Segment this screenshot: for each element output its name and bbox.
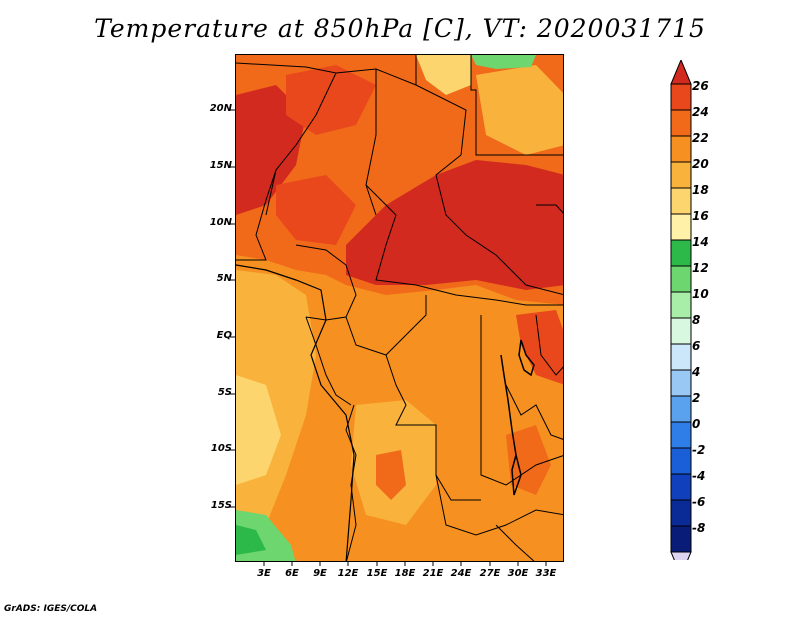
lat-label-5s: 5S — [217, 387, 232, 398]
colorbar-label: 0 — [692, 417, 701, 431]
colorbar-segment — [670, 291, 692, 319]
colorbar-segment — [670, 317, 692, 345]
colorbar-segment — [670, 343, 692, 371]
colorbar-segment — [670, 473, 692, 501]
colorbar-segment — [670, 161, 692, 189]
colorbar-segment — [670, 187, 692, 215]
colorbar-label: 6 — [692, 339, 701, 353]
hot-core-west — [236, 85, 306, 215]
colorbar-segment — [670, 499, 692, 527]
colorbar-segment — [670, 239, 692, 267]
green-patch-ne — [471, 55, 536, 69]
colorbar-label: 14 — [692, 235, 709, 249]
cool-patch-north — [416, 55, 471, 95]
lon-label-9e: 9E — [313, 568, 327, 579]
hot-patch-east — [516, 310, 563, 385]
lat-label-10s: 10S — [210, 443, 232, 454]
colorbar-segment — [670, 213, 692, 241]
lat-label-20n: 20N — [209, 103, 232, 114]
colorbar-label: 26 — [692, 79, 709, 93]
hot-patch-north — [286, 65, 376, 135]
lat-label-eq: EQ — [216, 330, 232, 341]
colorbar-segment — [670, 395, 692, 423]
lon-label-27e: 27E — [479, 568, 501, 579]
colorbar-over-arrow — [670, 60, 692, 85]
lat-ticks — [229, 109, 235, 508]
colorbar-segment — [670, 83, 692, 111]
colorbar-segment — [670, 265, 692, 293]
colorbar-label: -4 — [692, 469, 706, 483]
colorbar — [670, 60, 692, 560]
hot-core-central — [346, 160, 563, 290]
colorbar-label: 10 — [692, 287, 709, 301]
colorbar-label: 24 — [692, 105, 709, 119]
country-boundaries — [236, 55, 563, 561]
temperature-field — [236, 55, 563, 561]
colorbar-under-arrow — [670, 551, 692, 560]
cool-patch-ne — [476, 65, 563, 155]
colorbar-segment — [670, 109, 692, 137]
lon-ticks — [263, 561, 547, 566]
colorbar-label: 20 — [692, 157, 709, 171]
hot-patch-sahel — [276, 175, 356, 245]
lat-label-15n: 15N — [209, 160, 232, 171]
colorbar-segment — [670, 447, 692, 475]
lon-label-12e: 12E — [337, 568, 359, 579]
lon-label-24e: 24E — [450, 568, 472, 579]
colorbar-label: 16 — [692, 209, 709, 223]
colorbar-label: 22 — [692, 131, 709, 145]
lat-label-15s: 15S — [210, 500, 232, 511]
colorbar-label: 8 — [692, 313, 701, 327]
warm-spot-south — [376, 450, 406, 500]
colorbar-label: -8 — [692, 521, 706, 535]
colorbar-label: -6 — [692, 495, 706, 509]
temperature-map-panel — [235, 54, 564, 562]
green-patch-sw-dark — [236, 525, 266, 555]
cooler-ocean-sw — [236, 375, 281, 485]
coastline-west — [236, 264, 355, 561]
grads-credit: GrADS: IGES/COLA — [4, 604, 98, 614]
colorbar-label: 4 — [692, 365, 701, 379]
map-title: Temperature at 850hPa [C], VT: 202003171… — [94, 14, 706, 43]
colorbar-segment — [670, 421, 692, 449]
lon-label-15e: 15E — [366, 568, 388, 579]
colorbar-label: 12 — [692, 261, 709, 275]
colorbar-segment — [670, 135, 692, 163]
lakes — [500, 339, 535, 496]
colorbar-segment — [670, 369, 692, 397]
lon-label-18e: 18E — [394, 568, 416, 579]
colorbar-label: -2 — [692, 443, 706, 457]
lon-label-33e: 33E — [535, 568, 557, 579]
colorbar-segment — [670, 525, 692, 553]
lat-label-10n: 10N — [209, 217, 232, 228]
lon-label-6e: 6E — [285, 568, 299, 579]
lon-label-3e: 3E — [257, 568, 271, 579]
colorbar-label: 18 — [692, 183, 709, 197]
lon-label-21e: 21E — [422, 568, 444, 579]
lat-label-5n: 5N — [216, 273, 232, 284]
colorbar-label: 2 — [692, 391, 701, 405]
lon-label-30e: 30E — [507, 568, 529, 579]
